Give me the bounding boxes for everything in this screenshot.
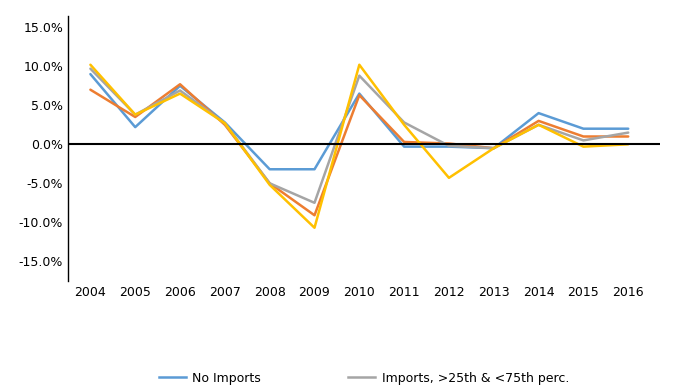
Imports, >75th perc. xyxy=(355,62,363,67)
Line: Imports, >75th perc.: Imports, >75th perc. xyxy=(90,65,628,228)
Imports, <25th perc. xyxy=(355,93,363,98)
No Imports xyxy=(579,126,588,131)
Imports, <25th perc. xyxy=(624,134,632,139)
No Imports xyxy=(445,144,453,149)
No Imports xyxy=(534,111,543,115)
Imports, >75th perc. xyxy=(86,62,95,67)
Imports, >25th & <75th perc. xyxy=(221,121,229,126)
Imports, >75th perc. xyxy=(310,225,318,230)
Imports, >25th & <75th perc. xyxy=(445,144,453,148)
Imports, >75th perc. xyxy=(266,183,274,187)
No Imports xyxy=(86,72,95,76)
Imports, <25th perc. xyxy=(310,213,318,218)
Imports, <25th perc. xyxy=(534,119,543,123)
Imports, >25th & <75th perc. xyxy=(355,73,363,78)
Imports, >25th & <75th perc. xyxy=(624,130,632,135)
Imports, >25th & <75th perc. xyxy=(310,200,318,205)
Imports, >25th & <75th perc. xyxy=(176,88,184,93)
Imports, <25th perc. xyxy=(266,181,274,186)
Imports, >75th perc. xyxy=(490,146,498,151)
No Imports xyxy=(221,120,229,125)
No Imports xyxy=(400,144,408,149)
Imports, <25th perc. xyxy=(445,141,453,146)
Imports, <25th perc. xyxy=(221,122,229,127)
Imports, >75th perc. xyxy=(534,122,543,127)
Legend: No Imports, Imports, <25th perc., Imports, >25th & <75th perc., Imports, >75th p: No Imports, Imports, <25th perc., Import… xyxy=(154,367,574,390)
Imports, >25th & <75th perc. xyxy=(490,146,498,151)
Imports, >75th perc. xyxy=(579,144,588,149)
Imports, >75th perc. xyxy=(624,142,632,147)
Line: Imports, <25th perc.: Imports, <25th perc. xyxy=(90,84,628,215)
No Imports xyxy=(176,83,184,88)
Imports, >25th & <75th perc. xyxy=(266,181,274,186)
No Imports xyxy=(355,91,363,96)
Imports, >25th & <75th perc. xyxy=(579,138,588,143)
Line: Imports, >25th & <75th perc.: Imports, >25th & <75th perc. xyxy=(90,69,628,203)
Imports, >75th perc. xyxy=(176,91,184,96)
Imports, >75th perc. xyxy=(131,112,139,117)
Imports, <25th perc. xyxy=(579,134,588,139)
Imports, >75th perc. xyxy=(221,121,229,126)
No Imports xyxy=(131,125,139,129)
Imports, <25th perc. xyxy=(131,115,139,119)
Imports, >25th & <75th perc. xyxy=(400,120,408,125)
No Imports xyxy=(310,167,318,172)
No Imports xyxy=(624,126,632,131)
Imports, <25th perc. xyxy=(86,87,95,92)
Line: No Imports: No Imports xyxy=(90,74,628,169)
Imports, >25th & <75th perc. xyxy=(131,112,139,117)
Imports, >25th & <75th perc. xyxy=(86,66,95,71)
Imports, >75th perc. xyxy=(400,122,408,127)
Imports, <25th perc. xyxy=(490,146,498,151)
Imports, >75th perc. xyxy=(445,176,453,180)
Imports, <25th perc. xyxy=(176,82,184,87)
Imports, <25th perc. xyxy=(400,140,408,144)
Imports, >25th & <75th perc. xyxy=(534,122,543,127)
No Imports xyxy=(490,146,498,151)
No Imports xyxy=(266,167,274,172)
